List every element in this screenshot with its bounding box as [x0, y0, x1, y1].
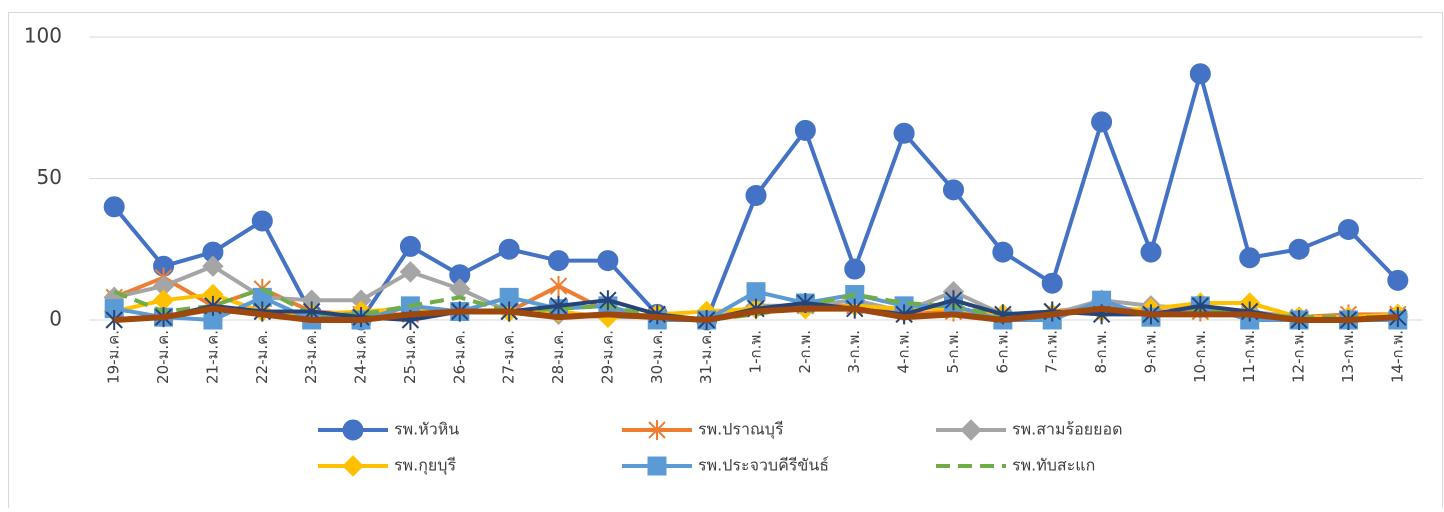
- x-tick-label: 26-ม.ค.: [450, 330, 468, 384]
- marker: [893, 122, 915, 144]
- x-tick-label: 25-ม.ค.: [401, 330, 419, 384]
- y-tick-label: 100: [24, 24, 62, 48]
- marker: [105, 310, 123, 330]
- x-tick-label: 1-ก.พ.: [747, 330, 765, 373]
- marker: [342, 419, 364, 441]
- x-tick-label: 9-ก.พ.: [1141, 330, 1159, 373]
- legend-label: รพ.สามร้อยยอด: [1012, 420, 1122, 439]
- marker: [202, 255, 224, 277]
- x-tick-label: 27-ม.ค.: [500, 330, 518, 384]
- marker: [1041, 272, 1063, 294]
- x-tick-label: 4-ก.พ.: [895, 330, 913, 373]
- marker: [746, 282, 766, 302]
- marker: [960, 419, 982, 441]
- marker: [942, 179, 964, 201]
- marker: [597, 250, 619, 272]
- marker: [647, 456, 667, 476]
- x-tick-label: 5-ก.พ.: [944, 330, 962, 373]
- marker: [549, 276, 568, 297]
- x-tick-label: 8-ก.พ.: [1092, 330, 1110, 373]
- legend-label: รพ.ปราณบุรี: [698, 420, 784, 440]
- marker: [1091, 111, 1113, 133]
- x-tick-label: 28-ม.ค.: [549, 330, 567, 384]
- x-tick-label: 12-ก.พ.: [1290, 330, 1308, 383]
- legend-label: รพ.ประจวบคีรีขันธ์: [698, 456, 829, 475]
- x-tick-label: 6-ก.พ.: [993, 330, 1011, 373]
- marker: [1189, 63, 1211, 85]
- marker: [399, 235, 421, 257]
- marker: [548, 250, 570, 272]
- x-tick-label: 3-ก.พ.: [845, 330, 863, 373]
- x-tick-label: 29-ม.ค.: [598, 330, 616, 384]
- x-tick-label: 11-ก.พ.: [1240, 330, 1258, 383]
- marker: [1337, 218, 1359, 240]
- marker: [599, 290, 617, 311]
- y-tick-label: 50: [37, 165, 62, 189]
- legend-label: รพ.ทับสะแก: [1012, 456, 1095, 475]
- x-tick-label: 14-ก.พ.: [1388, 330, 1406, 383]
- marker: [944, 290, 963, 311]
- marker: [745, 184, 767, 206]
- x-tick-label: 10-ก.พ.: [1191, 330, 1209, 383]
- marker: [498, 238, 520, 260]
- marker: [1387, 269, 1409, 291]
- x-tick-label: 2-ก.พ.: [796, 330, 814, 373]
- marker: [648, 420, 666, 440]
- marker: [1239, 247, 1261, 269]
- chart-border: [8, 12, 1443, 512]
- marker: [844, 258, 866, 280]
- x-tick-label: 23-ม.ค.: [302, 330, 320, 384]
- marker: [992, 241, 1014, 263]
- marker: [794, 119, 816, 141]
- x-tick-label: 31-ม.ค.: [697, 330, 715, 384]
- x-tick-label: 21-ม.ค.: [203, 330, 221, 384]
- marker: [103, 196, 125, 218]
- marker: [399, 261, 422, 283]
- x-tick-label: 24-ม.ค.: [352, 330, 370, 384]
- x-tick-label: 20-ม.ค.: [154, 330, 172, 384]
- x-tick-label: 19-ม.ค.: [105, 330, 123, 384]
- x-tick-label: 30-ม.ค.: [648, 330, 666, 384]
- marker: [1140, 241, 1162, 263]
- x-tick-label: 22-ม.ค.: [253, 330, 271, 384]
- marker: [549, 295, 568, 316]
- x-tick-label: 13-ก.พ.: [1339, 330, 1357, 383]
- x-tick-label: 7-ก.พ.: [1043, 330, 1061, 373]
- marker: [342, 455, 364, 477]
- legend-label: รพ.หัวหิน: [394, 420, 459, 439]
- legend-label: รพ.กุยบุรี: [394, 456, 456, 476]
- series-line: [114, 305, 1398, 323]
- marker: [251, 210, 273, 232]
- marker: [1288, 238, 1310, 260]
- y-tick-label: 0: [49, 307, 62, 331]
